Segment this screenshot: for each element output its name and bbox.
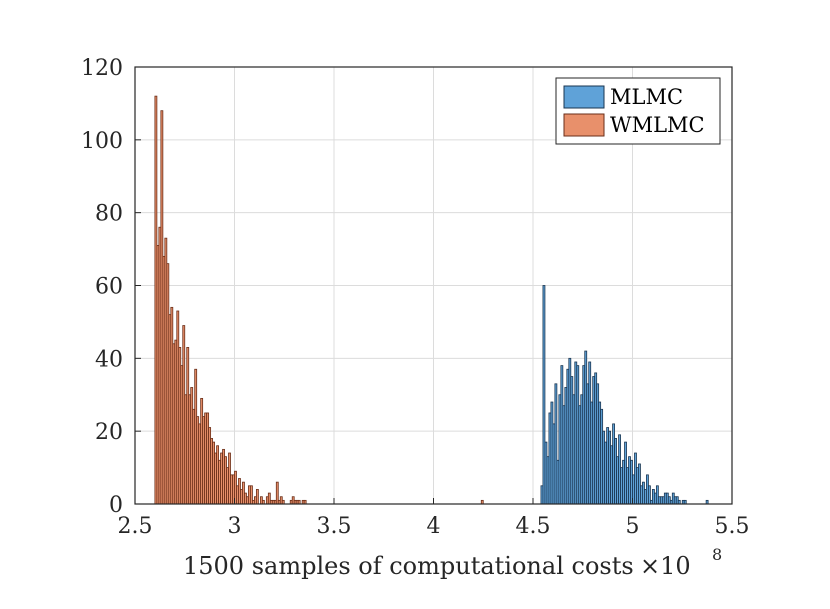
x-tick-label: 3.5 [317, 514, 352, 539]
x-axis-label: 1500 samples of computational costs [183, 552, 634, 580]
y-tick-label: 100 [81, 129, 123, 154]
legend: MLMC WMLMC [555, 77, 721, 145]
x-tick-label: 5 [626, 514, 640, 539]
x-tick-label: 2.5 [118, 514, 153, 539]
x-tick-labels: 2.5 3 3.5 4 4.5 5 5.5 [118, 514, 750, 539]
x-axis-multiplier: ×10 [640, 552, 691, 580]
wmlmc-bars [154, 95, 484, 505]
x-tick-label: 3 [228, 514, 242, 539]
y-tick-labels: 0 20 40 60 80 100 120 [81, 56, 123, 518]
y-tick-label: 80 [95, 202, 123, 227]
legend-label-mlmc: MLMC [610, 85, 683, 109]
x-tick-label: 4.5 [516, 514, 551, 539]
x-tick-label: 5.5 [715, 514, 750, 539]
x-axis-multiplier-exponent: 8 [712, 545, 722, 564]
legend-swatch-wmlmc [563, 113, 605, 137]
wmlmc-bar [255, 489, 259, 505]
y-tick-label: 20 [95, 420, 123, 445]
axis-ticks [134, 66, 733, 505]
legend-swatch-mlmc [563, 85, 605, 109]
y-tick-label: 60 [95, 275, 123, 300]
y-tick-label: 0 [109, 493, 123, 518]
x-tick-label: 4 [427, 514, 441, 539]
legend-label-wmlmc: WMLMC [610, 113, 705, 137]
y-tick-label: 120 [81, 56, 123, 81]
y-tick-label: 40 [95, 347, 123, 372]
